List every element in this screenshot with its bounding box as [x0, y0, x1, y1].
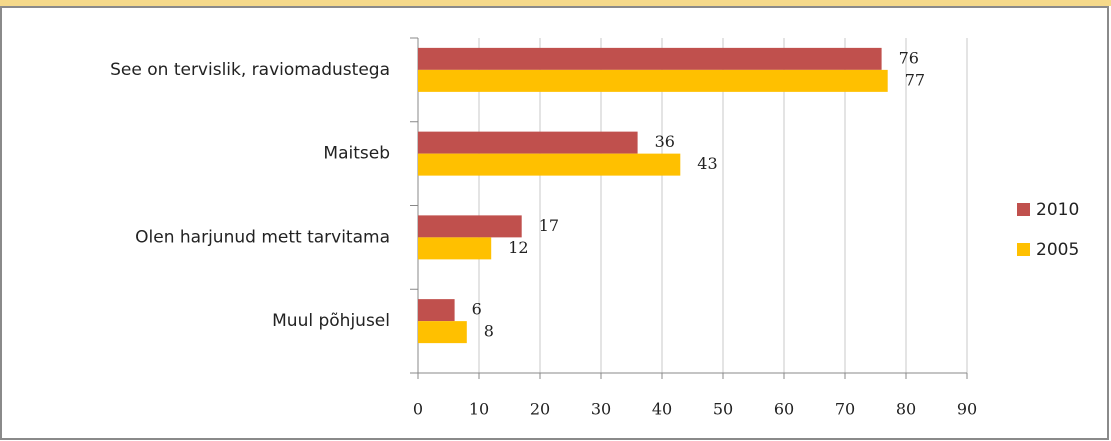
y-tick-label: Maitseb — [323, 144, 390, 164]
x-tick-label: 40 — [652, 400, 672, 419]
y-tick-label: Muul põhjusel — [272, 311, 390, 331]
x-tick-label: 50 — [713, 400, 733, 419]
bar — [418, 131, 638, 154]
data-label: 36 — [655, 132, 675, 151]
bar — [418, 153, 681, 176]
data-label: 76 — [899, 48, 919, 67]
legend-label: 2010 — [1036, 200, 1079, 220]
data-label: 6 — [472, 300, 482, 319]
top-edge — [0, 0, 1111, 6]
data-label: 12 — [508, 238, 528, 257]
y-tick-label: Olen harjunud mett tarvitama — [135, 227, 390, 247]
x-tick-label: 60 — [774, 400, 794, 419]
data-label: 17 — [539, 216, 559, 235]
data-label: 43 — [697, 154, 717, 173]
x-tick-label: 90 — [957, 400, 977, 419]
x-tick-label: 70 — [835, 400, 855, 419]
legend-label: 2005 — [1036, 240, 1079, 260]
x-tick-label: 20 — [530, 400, 550, 419]
x-tick-label: 30 — [591, 400, 611, 419]
bar — [418, 237, 492, 260]
legend-swatch — [1017, 203, 1030, 216]
bar — [418, 321, 467, 344]
x-tick-label: 0 — [413, 400, 423, 419]
bar — [418, 47, 882, 70]
bar — [418, 69, 888, 92]
x-tick-label: 80 — [896, 400, 916, 419]
bar — [418, 215, 522, 238]
y-tick-label: See on tervislik, raviomadustega — [110, 60, 390, 80]
data-label: 8 — [484, 322, 494, 341]
data-label: 77 — [905, 70, 925, 89]
x-tick-label: 10 — [469, 400, 489, 419]
legend-swatch — [1017, 243, 1030, 256]
bar — [418, 299, 455, 322]
